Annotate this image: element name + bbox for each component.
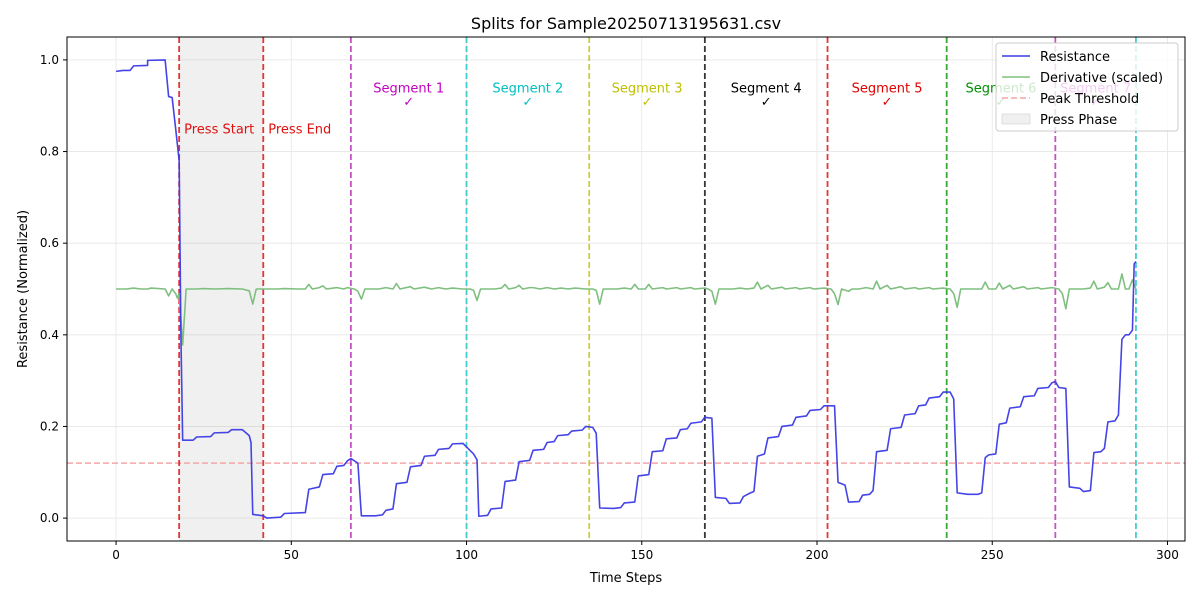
x-tick-label: 0 — [112, 548, 120, 562]
y-tick-label: 0.0 — [40, 511, 59, 525]
legend-swatch — [1001, 113, 1031, 125]
plot-frame — [66, 36, 1186, 542]
legend: Resistance Derivative (scaled) Peak Thresh… — [995, 42, 1179, 132]
x-tick-label: 150 — [630, 548, 653, 562]
x-tick-label: 200 — [806, 548, 829, 562]
legend-label: Peak Threshold — [1040, 92, 1139, 107]
y-axis: 0.0 0.2 0.4 0.6 0.8 1.0 — [40, 53, 67, 525]
y-tick-label: 1.0 — [40, 53, 59, 67]
y-tick-label: 0.8 — [40, 145, 59, 159]
segment-label: Segment 3 — [612, 81, 683, 96]
legend-label: Press Phase — [1040, 113, 1117, 128]
series — [115, 59, 1137, 519]
y-tick-label: 0.6 — [40, 236, 59, 250]
legend-label: Derivative (scaled) — [1040, 71, 1163, 86]
legend-label: Resistance — [1040, 50, 1110, 65]
legend-box — [995, 42, 1179, 132]
x-tick-label: 250 — [981, 548, 1004, 562]
segment-check-mark: ✓ — [403, 95, 414, 110]
segment-check-mark: ✓ — [522, 95, 533, 110]
x-axis-label: Time Steps — [589, 571, 663, 586]
chart-title: Splits for Sample20250713195631.csv — [471, 14, 781, 33]
segment-label: Segment 2 — [492, 81, 563, 96]
x-tick-label: 100 — [455, 548, 478, 562]
segment-label: Segment 5 — [852, 81, 923, 96]
press-end-label: Press End — [268, 123, 331, 138]
x-tick-label: 50 — [284, 548, 299, 562]
segment-check-mark: ✓ — [761, 95, 772, 110]
y-axis-label: Resistance (Normalized) — [16, 210, 31, 368]
press-start-label: Press Start — [184, 123, 254, 138]
y-tick-label: 0.2 — [40, 419, 59, 433]
y-tick-label: 0.4 — [40, 328, 59, 342]
resistance-line — [115, 59, 1137, 519]
derivative-scaled-line — [116, 273, 1137, 346]
segment-check-mark: ✓ — [642, 95, 653, 110]
segment-label: Segment 1 — [373, 81, 444, 96]
x-tick-label: 300 — [1156, 548, 1179, 562]
segment-check-mark: ✓ — [882, 95, 893, 110]
x-axis: 0 50 100 150 200 250 300 — [112, 541, 1179, 562]
segment-label: Segment 4 — [731, 81, 802, 96]
